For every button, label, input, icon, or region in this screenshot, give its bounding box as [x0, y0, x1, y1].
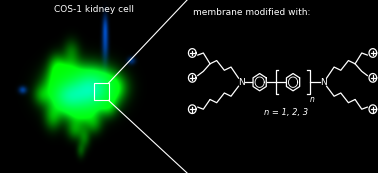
Text: n: n	[310, 95, 315, 104]
Bar	[93, 83, 108, 100]
Text: n = 1, 2, 3: n = 1, 2, 3	[264, 108, 308, 117]
Text: N: N	[238, 78, 245, 87]
Text: N: N	[320, 78, 327, 87]
Text: membrane modified with:: membrane modified with:	[193, 8, 310, 17]
Text: COS-1 kidney cell: COS-1 kidney cell	[54, 5, 133, 14]
